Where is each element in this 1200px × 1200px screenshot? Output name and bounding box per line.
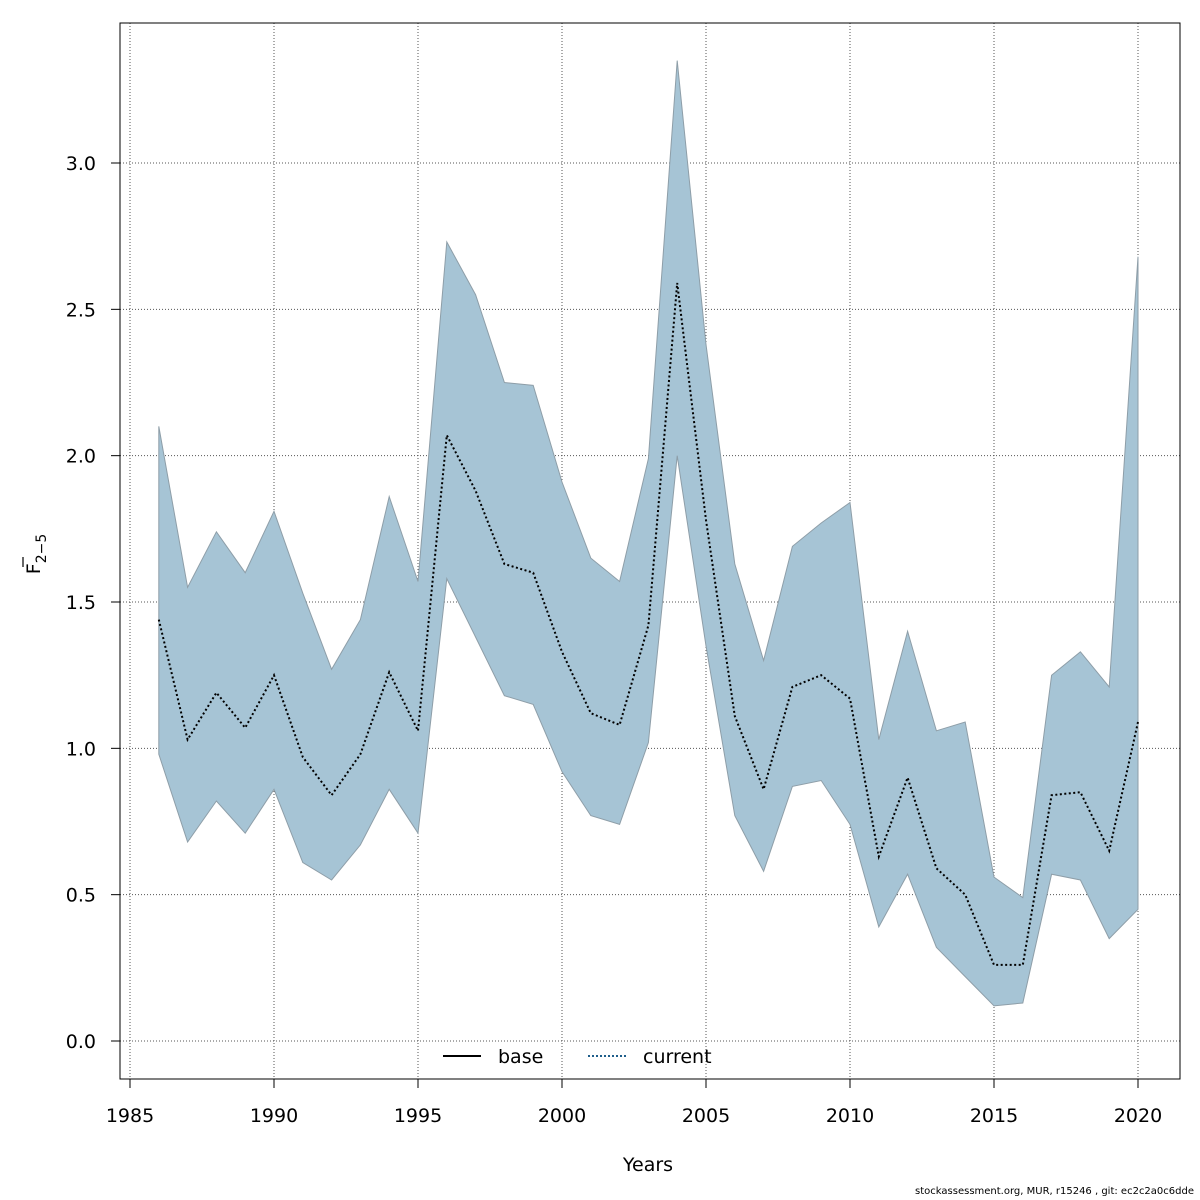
legend-label-base: base [498,1046,543,1068]
x-axis: 1985 1990 1995 2000 2005 2010 2015 2020 [106,1078,1162,1127]
x-tick-label: 2005 [682,1105,730,1127]
y-axis-title-sub: 2−5 [34,534,50,564]
footer-credit: stockassessment.org, MUR, r15246 , git: … [915,1186,1194,1197]
y-tick-label: 2.5 [66,299,96,321]
y-tick-label: 3.0 [66,153,96,175]
y-axis-title: F2−5 [22,534,50,574]
legend-label-current: current [643,1046,712,1068]
y-tick-label: 1.5 [66,592,96,614]
y-tick-label: 1.0 [66,738,96,760]
x-tick-label: 2020 [1114,1105,1162,1127]
legend: base current [443,1046,712,1068]
x-tick-label: 1990 [250,1105,298,1127]
x-tick-label: 2010 [826,1105,874,1127]
x-tick-label: 1995 [394,1105,442,1127]
y-axis-title-main: F [23,563,45,574]
series-line-current [157,282,1139,966]
y-tick-label: 0.5 [66,885,96,907]
x-axis-title: Years [622,1154,673,1176]
x-tick-label: 2000 [538,1105,586,1127]
x-tick-label: 2015 [970,1105,1018,1127]
svg-text:F2−5: F2−5 [23,534,50,574]
x-tick-label: 1985 [106,1105,154,1127]
y-tick-label: 2.0 [66,446,96,468]
confidence-band [158,60,1139,1007]
y-axis: 0.0 0.5 1.0 1.5 2.0 2.5 3.0 [66,153,120,1053]
y-tick-label: 0.0 [66,1031,96,1053]
